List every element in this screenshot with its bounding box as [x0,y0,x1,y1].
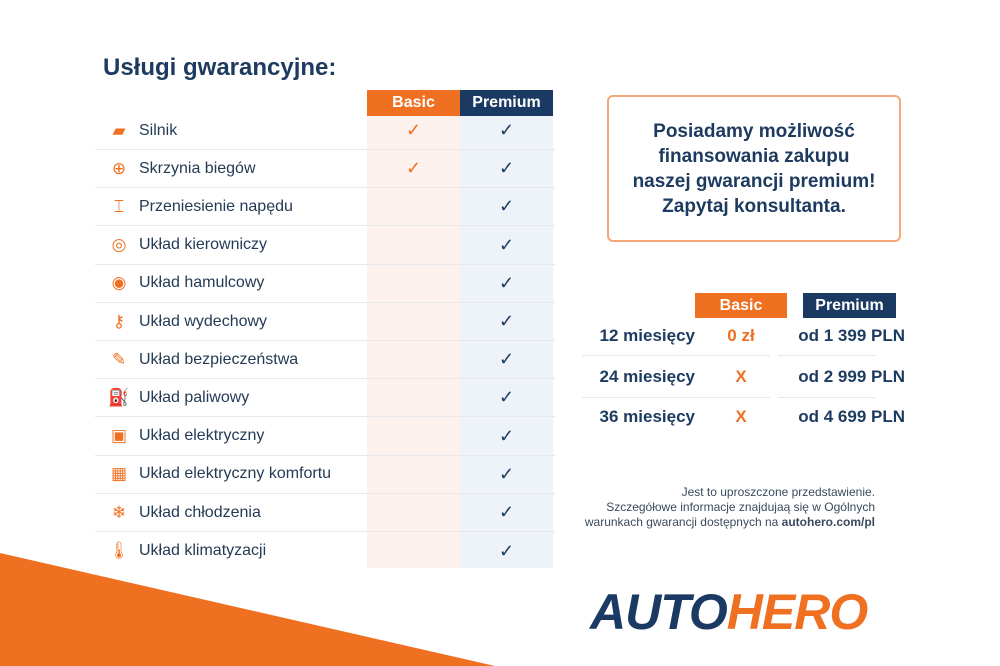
coverage-row: 🌡 Układ klimatyzacji ✓ [95,532,555,570]
note-line: warunkach gwarancji dostępnych na [584,515,782,529]
premium-check: ✓ [498,425,515,446]
pricing-row: 36 miesięcy X od 4 699 PLN [580,397,905,437]
coverage-row: ✎ Układ bezpieczeństwa ✓ [95,341,555,380]
promo-line: Zapytaj konsultanta. [662,195,846,217]
drivetrain-icon: ⌶ [113,196,125,216]
pricing-basic-header: Basic [695,293,787,318]
fuel-icon: ⛽ [108,387,130,407]
premium-check: ✓ [498,234,515,255]
premium-check: ✓ [498,120,515,140]
divider [582,397,770,398]
promo-line: Posiadamy możliwość [653,120,855,142]
months: 24 miesięcy [599,367,695,386]
premium-check: ✓ [498,158,515,179]
chip-icon: ▦ [110,464,128,484]
disclaimer: Jest to uproszczone przedstawienie. Szcz… [585,485,875,530]
premium-check: ✓ [498,463,515,484]
note-line: Szczegółowe informacje znajdujaą się w O… [606,500,875,514]
battery-icon: ▣ [110,426,128,446]
months: 12 miesięcy [599,326,695,345]
service-label: Układ kierowniczy [139,236,268,254]
premium-check: ✓ [498,502,515,522]
airbag-icon: ✎ [111,349,127,369]
basic-header: Basic [367,90,460,116]
coverage-row: ◉ Układ hamulcowy ✓ [95,265,555,303]
premium-check: ✓ [498,349,515,370]
premium-price: od 4 699 PLN [798,407,905,426]
promo-line: finansowania zakupu [658,145,850,167]
premium-check: ✓ [498,311,515,331]
coverage-row: ⛽ Układ paliwowy ✓ [95,379,555,418]
coverage-row: ◎ Układ kierowniczy ✓ [95,227,555,265]
coverage-row: ▰ Silnik ✓ ✓ [95,112,555,150]
basic-check: ✓ [405,158,422,179]
service-label: Układ wydechowy [139,312,268,330]
premium-price: od 2 999 PLN [798,367,905,386]
premium-price: od 1 399 PLN [798,326,905,345]
coverage-row: ⊕ Skrzynia biegów ✓ ✓ [95,150,555,189]
basic-check: ✓ [405,120,422,140]
coverage-row: ⚷ Układ wydechowy ✓ [95,303,555,341]
divider [582,355,770,356]
premium-check: ✓ [498,272,515,293]
promo-line: naszej gwarancji premium! [632,170,876,192]
thermometer-icon: 🌡 [108,541,130,561]
coverage-row: ❄ Układ chłodzenia ✓ [95,494,555,532]
snowflake-icon: ❄ [111,502,127,522]
service-label: Skrzynia biegów [139,159,256,177]
service-label: Silnik [139,121,178,139]
service-label: Układ elektryczny [139,427,265,445]
premium-check: ✓ [498,387,515,408]
divider [778,397,876,398]
basic-price: X [735,407,747,426]
pricing-row: 24 miesięcy X od 2 999 PLN [580,357,905,397]
service-label: Układ bezpieczeństwa [139,350,299,368]
premium-column-bg [460,116,553,568]
basic-price: X [735,367,747,386]
basic-price: 0 zł [727,326,755,345]
service-label: Układ chłodzenia [139,503,261,521]
exhaust-icon: ⚷ [112,311,126,331]
months: 36 miesięcy [599,407,695,426]
pricing-row: 12 miesięcy 0 zł od 1 399 PLN [580,316,905,356]
coverage-row: ▣ Układ elektryczny ✓ [95,418,555,456]
service-label: Układ paliwowy [139,388,250,406]
page-title: Usługi gwarancyjne: [103,54,337,81]
note-line: Jest to uproszczone przedstawienie. [681,485,875,499]
premium-header: Premium [460,90,553,116]
service-label: Układ elektryczny komfortu [139,465,332,483]
coverage-row: ⌶ Przeniesienie napędu ✓ [95,188,555,227]
pricing-premium-header: Premium [803,293,896,318]
promo-box: Posiadamy możliwość finansowania zakupu … [607,95,901,242]
premium-check: ✓ [498,196,515,217]
coverage-row: ▦ Układ elektryczny komfortu ✓ [95,456,555,494]
autohero-logo: AUTOHERO [590,584,868,640]
website-link[interactable]: autohero.com/pl [781,515,875,529]
gearbox-icon: ⊕ [111,158,127,178]
service-label: Układ hamulcowy [139,274,265,292]
basic-column-bg [367,116,460,568]
steering-wheel-icon: ◎ [111,235,127,255]
service-label: Układ klimatyzacji [139,542,267,560]
premium-check: ✓ [498,540,515,561]
brake-icon: ◉ [111,273,127,293]
engine-icon: ▰ [112,120,126,140]
service-label: Przeniesienie napędu [139,197,293,215]
divider [778,355,876,356]
